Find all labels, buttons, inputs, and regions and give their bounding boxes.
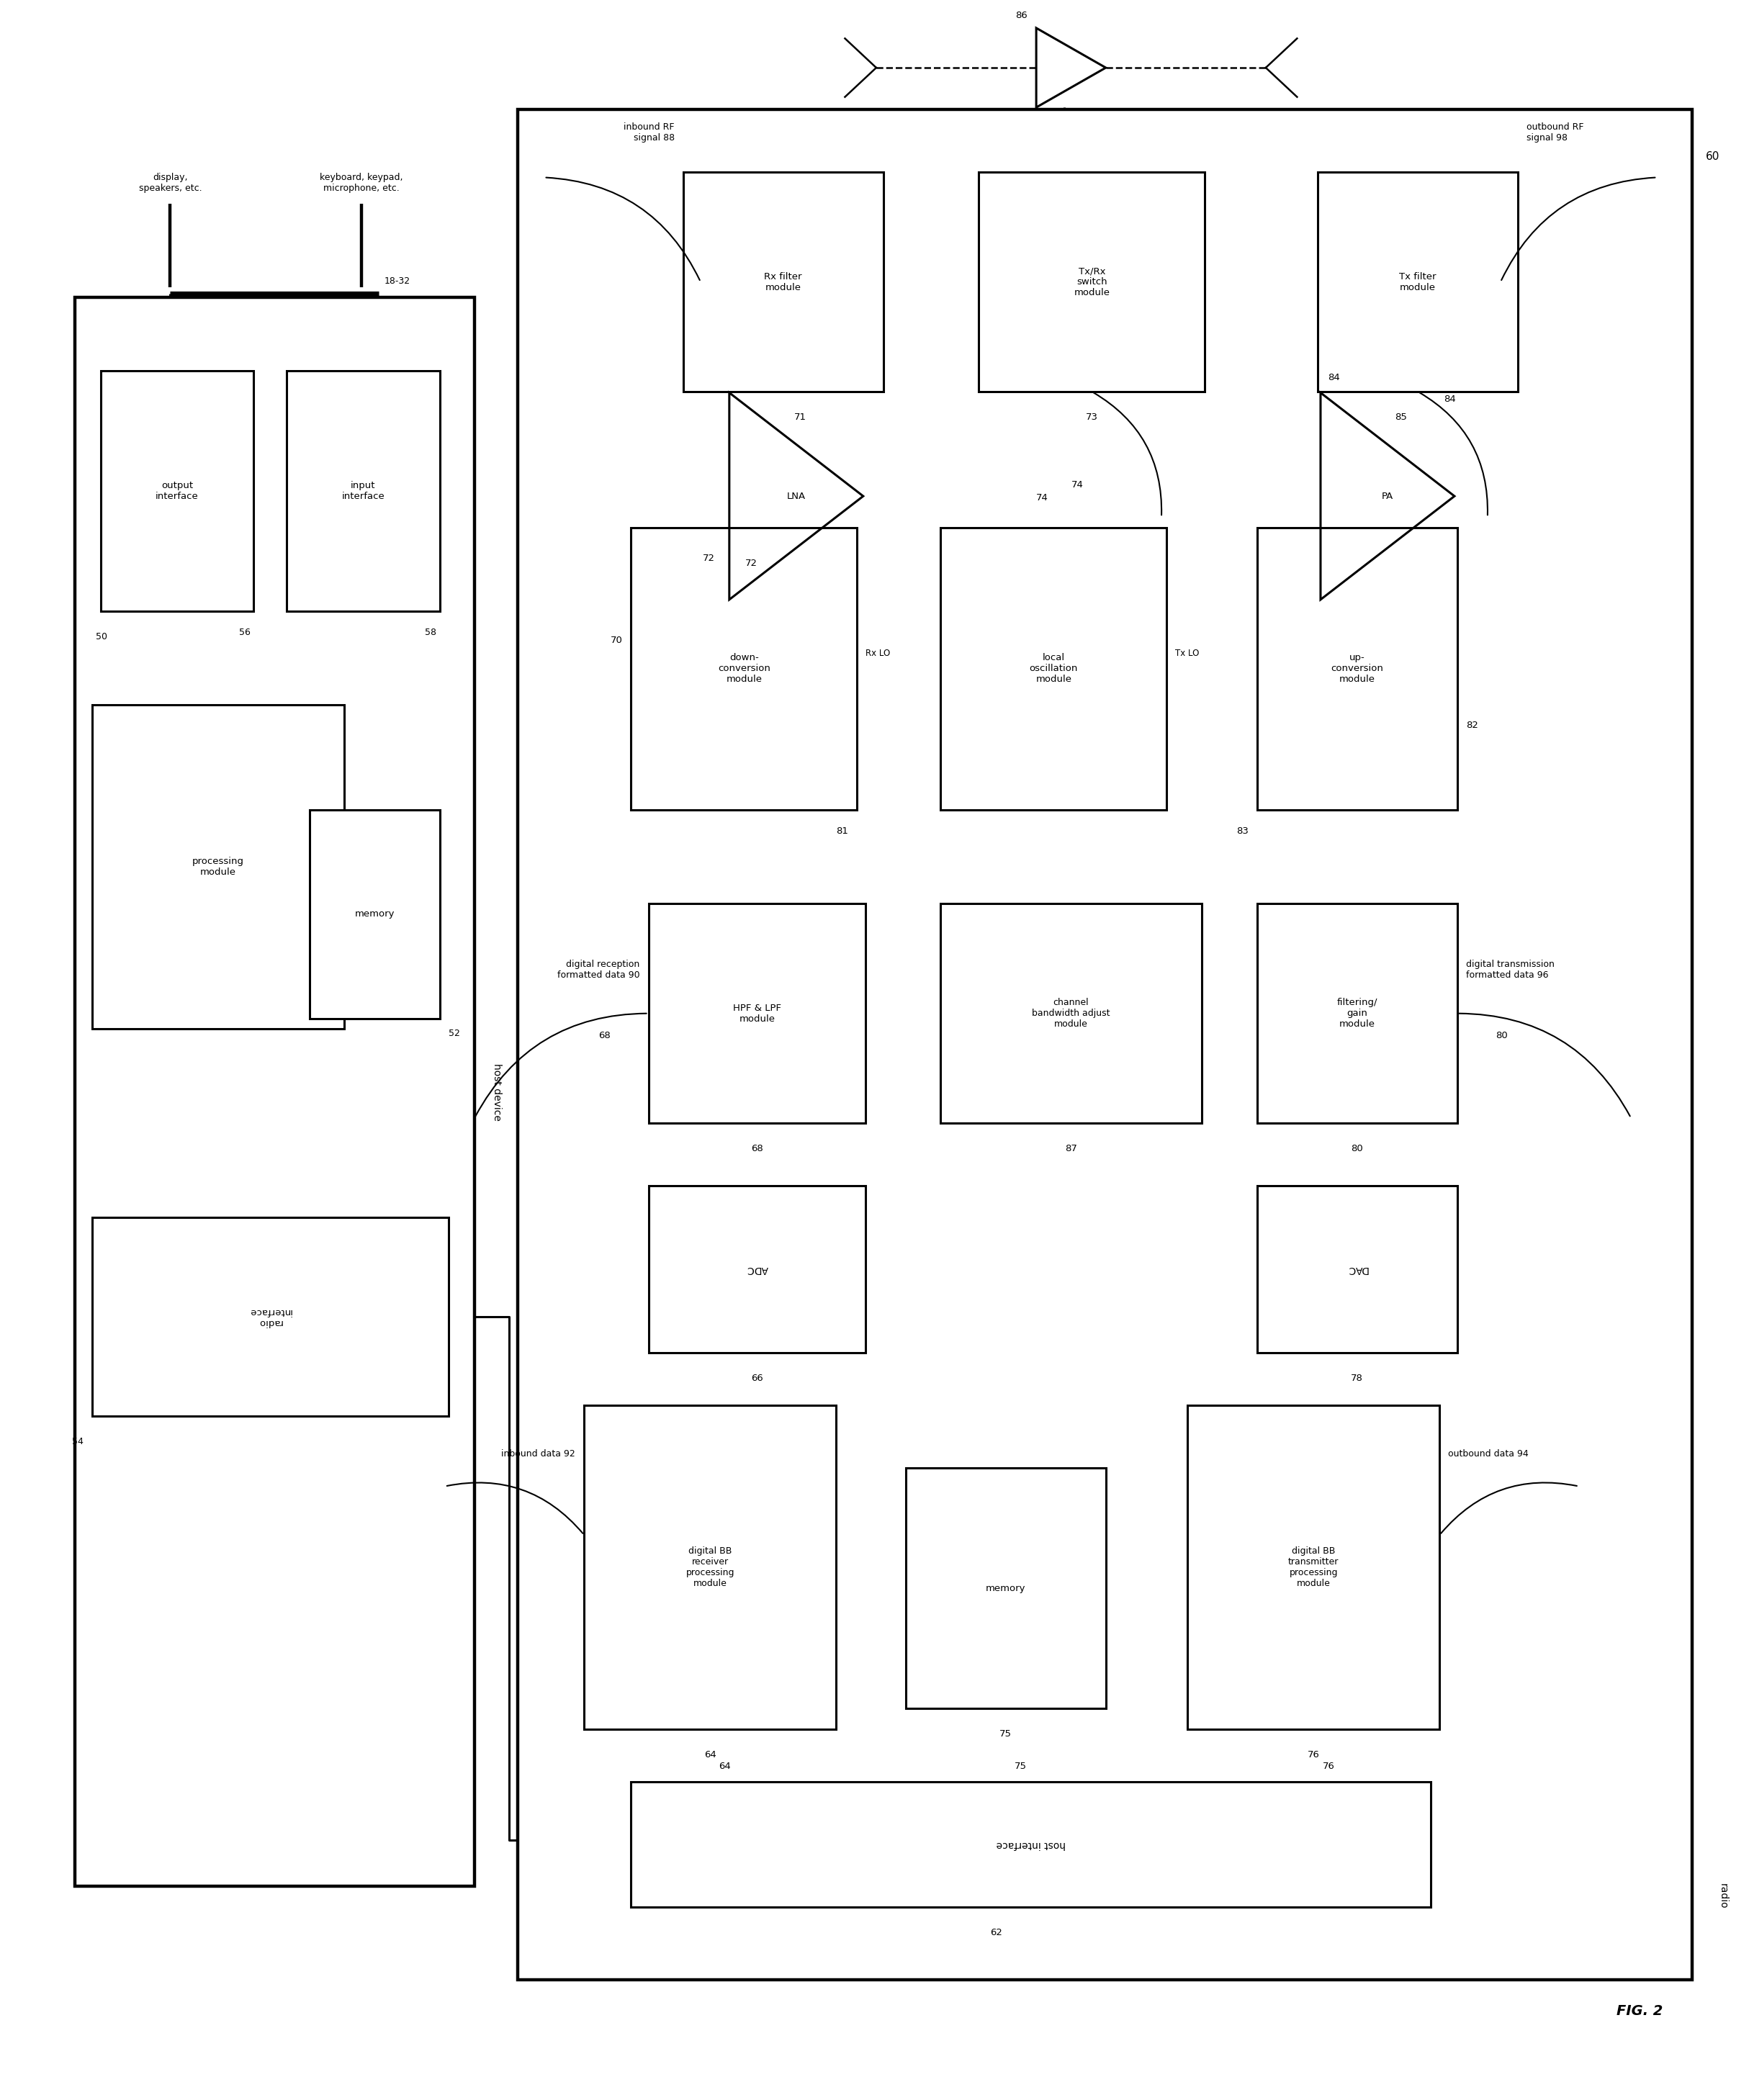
Text: 86: 86 (1016, 11, 1027, 21)
FancyBboxPatch shape (518, 109, 1691, 1980)
FancyBboxPatch shape (1258, 527, 1457, 811)
FancyBboxPatch shape (75, 298, 474, 1886)
Text: 60: 60 (1705, 151, 1719, 162)
Text: processing
module: processing module (192, 857, 243, 878)
FancyBboxPatch shape (906, 1468, 1105, 1709)
FancyBboxPatch shape (1188, 1405, 1439, 1728)
Text: DAC: DAC (1347, 1264, 1368, 1275)
Text: outbound RF
signal 98: outbound RF signal 98 (1527, 122, 1585, 143)
Text: 83: 83 (1237, 827, 1249, 836)
Text: 80: 80 (1350, 1144, 1362, 1153)
Text: 74: 74 (1070, 481, 1083, 489)
Text: 56: 56 (240, 628, 250, 636)
FancyBboxPatch shape (631, 1781, 1431, 1907)
FancyBboxPatch shape (649, 1186, 866, 1352)
Text: FIG. 2: FIG. 2 (1616, 2005, 1663, 2018)
Text: input
interface: input interface (341, 481, 385, 502)
Text: 58: 58 (425, 628, 436, 636)
Text: PA: PA (1382, 491, 1394, 500)
Text: radio: radio (1718, 1884, 1728, 1909)
Text: 76: 76 (1322, 1762, 1334, 1770)
Text: inbound data 92: inbound data 92 (502, 1449, 575, 1460)
Text: 85: 85 (1394, 412, 1406, 422)
Text: HPF & LPF
module: HPF & LPF module (733, 1004, 782, 1023)
Text: digital reception
formatted data 90: digital reception formatted data 90 (558, 960, 640, 979)
FancyBboxPatch shape (1258, 1186, 1457, 1352)
Text: 50: 50 (96, 632, 107, 640)
Text: 75: 75 (1014, 1762, 1027, 1770)
Text: digital transmission
formatted data 96: digital transmission formatted data 96 (1466, 960, 1555, 979)
Text: 64: 64 (719, 1762, 731, 1770)
Text: digital BB
receiver
processing
module: digital BB receiver processing module (686, 1546, 735, 1588)
FancyBboxPatch shape (649, 903, 866, 1124)
Text: Tx LO: Tx LO (1175, 649, 1200, 657)
Text: Rx LO: Rx LO (866, 649, 890, 657)
Text: 70: 70 (610, 636, 623, 645)
Text: digital BB
transmitter
processing
module: digital BB transmitter processing module (1289, 1546, 1340, 1588)
Text: Tx/Rx
switch
module: Tx/Rx switch module (1074, 267, 1111, 298)
Text: inbound RF
signal 88: inbound RF signal 88 (624, 122, 675, 143)
Text: 84: 84 (1445, 395, 1457, 403)
FancyBboxPatch shape (287, 372, 439, 611)
Text: 18-32: 18-32 (385, 277, 409, 286)
FancyBboxPatch shape (631, 527, 857, 811)
Text: memory: memory (355, 909, 395, 920)
Text: local
oscillation
module: local oscillation module (1030, 653, 1077, 685)
Text: 84: 84 (1327, 374, 1340, 382)
Text: 68: 68 (750, 1144, 763, 1153)
Text: Rx filter
module: Rx filter module (764, 271, 803, 292)
Text: up-
conversion
module: up- conversion module (1331, 653, 1383, 685)
FancyBboxPatch shape (1258, 903, 1457, 1124)
Text: Tx filter
module: Tx filter module (1399, 271, 1436, 292)
Text: ADC: ADC (747, 1264, 768, 1275)
Text: 62: 62 (990, 1928, 1002, 1936)
Text: 73: 73 (1086, 412, 1098, 422)
FancyBboxPatch shape (941, 903, 1202, 1124)
FancyBboxPatch shape (1319, 172, 1518, 391)
Text: 74: 74 (1035, 494, 1048, 502)
FancyBboxPatch shape (101, 372, 254, 611)
Text: channel
bandwidth adjust
module: channel bandwidth adjust module (1032, 998, 1111, 1029)
Text: LNA: LNA (787, 491, 806, 500)
Text: 72: 72 (703, 554, 715, 563)
Text: outbound data 94: outbound data 94 (1448, 1449, 1529, 1460)
Text: host interface: host interface (997, 1840, 1065, 1850)
Text: 54: 54 (72, 1436, 84, 1447)
Text: host device: host device (491, 1063, 502, 1121)
FancyBboxPatch shape (979, 172, 1205, 391)
FancyBboxPatch shape (941, 527, 1167, 811)
Text: 78: 78 (1350, 1373, 1362, 1384)
Text: display,
speakers, etc.: display, speakers, etc. (138, 172, 201, 193)
Text: down-
conversion
module: down- conversion module (717, 653, 770, 685)
FancyBboxPatch shape (310, 811, 439, 1018)
Text: filtering/
gain
module: filtering/ gain module (1336, 998, 1378, 1029)
Text: 68: 68 (598, 1031, 610, 1040)
Text: 64: 64 (705, 1749, 715, 1760)
Text: 71: 71 (794, 412, 806, 422)
Text: radio
interface: radio interface (248, 1306, 292, 1327)
Text: 82: 82 (1466, 720, 1478, 729)
Text: 76: 76 (1308, 1749, 1320, 1760)
FancyBboxPatch shape (93, 1218, 448, 1415)
FancyBboxPatch shape (93, 706, 345, 1029)
Text: 81: 81 (836, 827, 848, 836)
Text: 75: 75 (1000, 1728, 1013, 1739)
Text: 87: 87 (1065, 1144, 1077, 1153)
Text: memory: memory (986, 1583, 1025, 1594)
Text: 66: 66 (750, 1373, 763, 1384)
Text: 72: 72 (745, 559, 757, 569)
Text: 52: 52 (448, 1029, 460, 1040)
FancyBboxPatch shape (584, 1405, 836, 1728)
Text: 80: 80 (1495, 1031, 1508, 1040)
Text: keyboard, keypad,
microphone, etc.: keyboard, keypad, microphone, etc. (320, 172, 402, 193)
Text: output
interface: output interface (156, 481, 199, 502)
FancyBboxPatch shape (684, 172, 883, 391)
